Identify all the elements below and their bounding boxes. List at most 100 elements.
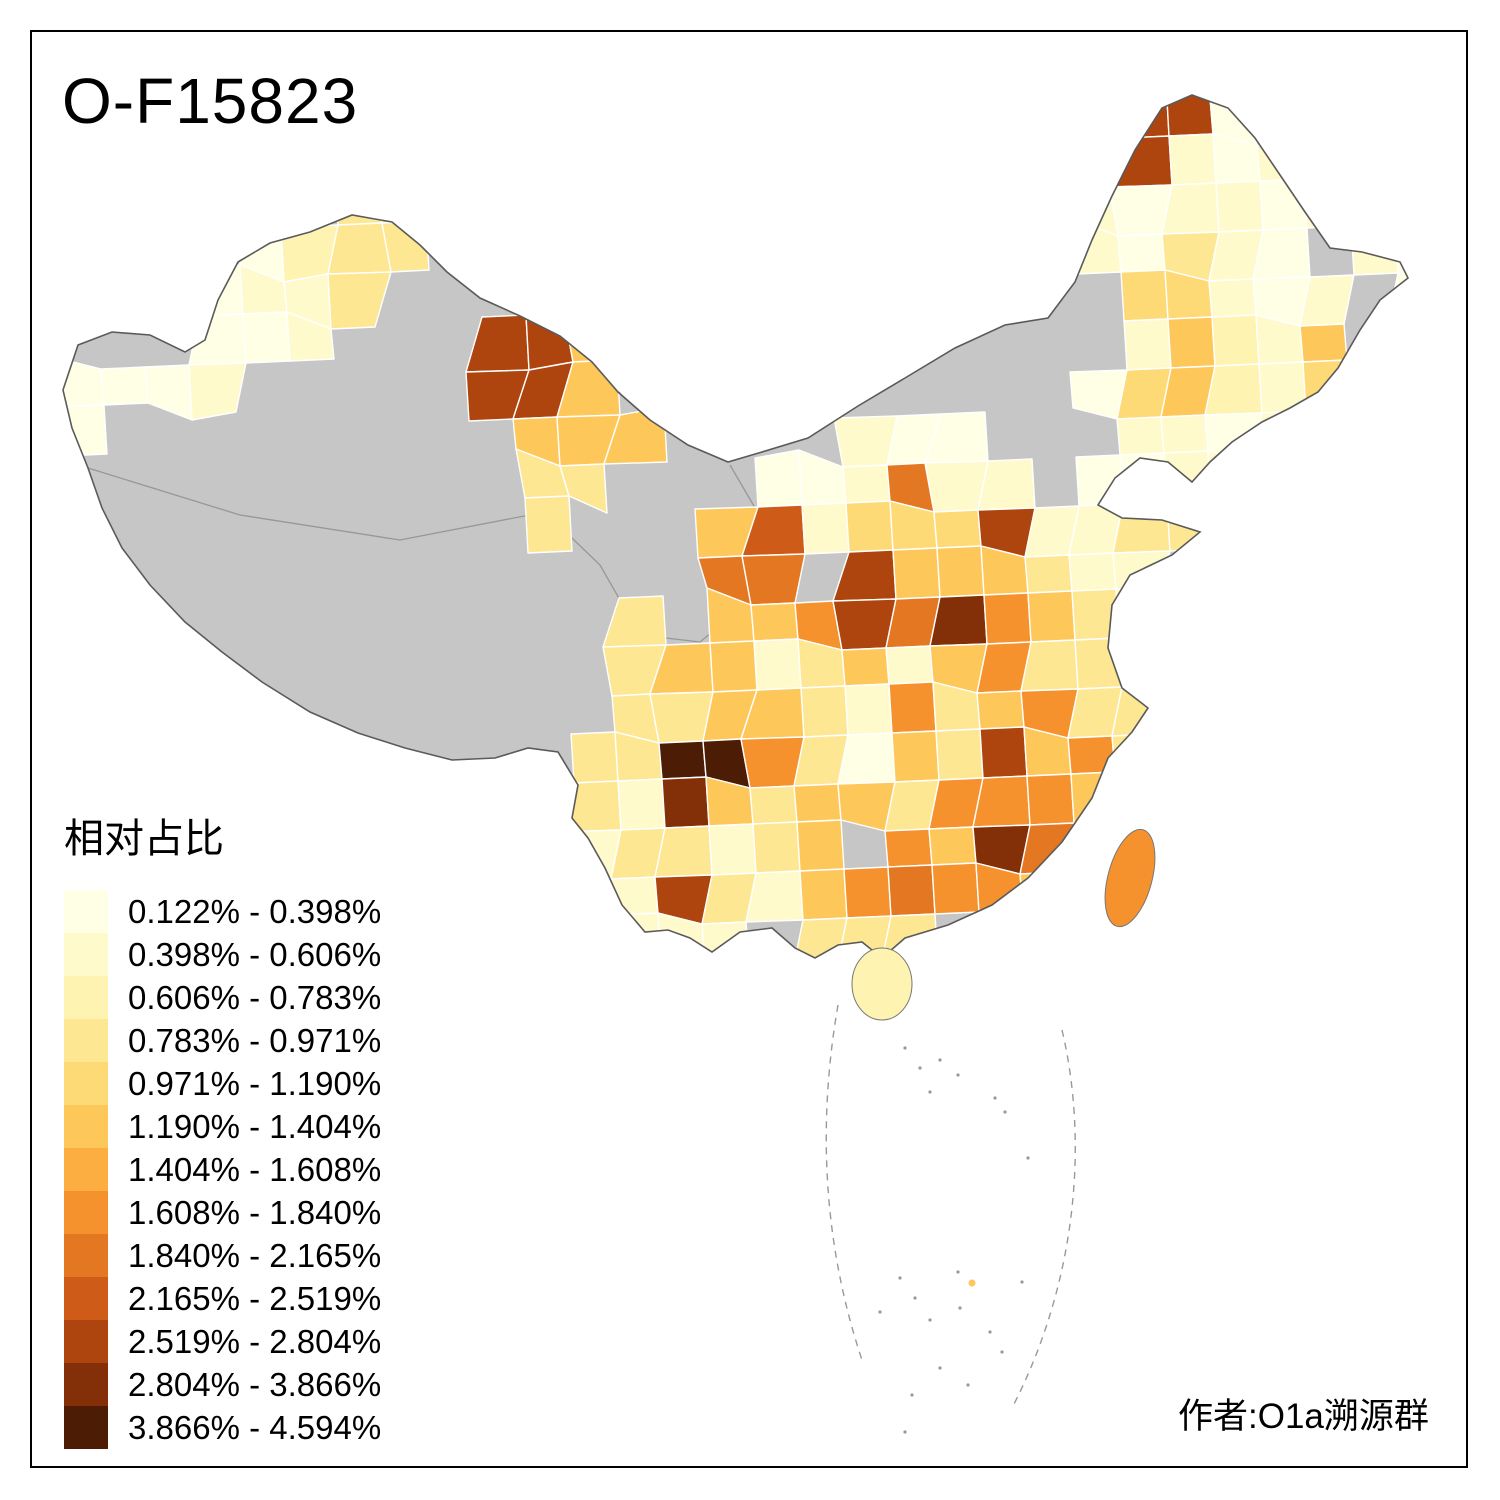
legend-swatch xyxy=(64,1105,108,1148)
prefecture-cell xyxy=(378,173,427,224)
prefecture-cell xyxy=(799,868,848,921)
prefecture-cell xyxy=(800,685,849,738)
prefecture-cell xyxy=(935,728,984,781)
prefecture-cell xyxy=(843,866,892,919)
prefecture-cell xyxy=(796,819,845,872)
prefecture-cell xyxy=(1258,361,1307,414)
prefecture-cell xyxy=(753,638,802,691)
prefecture-cell xyxy=(1115,588,1164,639)
prefecture-cell xyxy=(1068,552,1117,592)
legend-swatch xyxy=(64,1406,108,1449)
legend-label: 1.404% - 1.608% xyxy=(128,1150,382,1188)
colored-islet xyxy=(968,1279,976,1287)
legend-row: 1.840% - 2.165% xyxy=(64,1234,381,1277)
legend-label: 2.165% - 2.519% xyxy=(128,1279,382,1317)
legend-swatch xyxy=(64,1320,108,1363)
prefecture-cell xyxy=(654,825,713,878)
prefecture-cell xyxy=(334,173,383,226)
prefecture-cell xyxy=(559,463,608,514)
prefecture-cell xyxy=(1166,499,1215,552)
prefecture-cell xyxy=(617,778,666,831)
prefecture-cell xyxy=(1347,176,1396,227)
prefecture-cell xyxy=(1302,359,1351,412)
attribution: 作者:O1a溯源群 xyxy=(1178,1397,1429,1436)
legend-row: 0.783% - 0.971% xyxy=(64,1019,381,1062)
prefecture-cell xyxy=(286,311,335,362)
prefecture-cell xyxy=(1019,871,1068,928)
nine-dash-line xyxy=(825,1004,1076,1409)
legend-label: 3.866% - 4.594% xyxy=(128,1408,382,1446)
prefecture-cell xyxy=(658,740,707,780)
legend-row: 0.606% - 0.783% xyxy=(64,976,381,1019)
prefecture-cell xyxy=(841,647,890,687)
prefecture-cell xyxy=(976,690,1025,730)
prefecture-cell xyxy=(1161,182,1220,235)
prefecture-cell xyxy=(1020,639,1079,692)
prefecture-cell xyxy=(242,311,291,364)
prefecture-cell xyxy=(1160,414,1209,454)
page-title: O-F15823 xyxy=(62,65,359,137)
prefecture-cell xyxy=(1215,180,1264,233)
prefecture-cell xyxy=(1168,133,1217,186)
prefecture-cell xyxy=(842,464,891,504)
prefecture-cell xyxy=(188,362,247,421)
prefecture-cell xyxy=(708,823,757,876)
prefecture-cell xyxy=(801,502,850,555)
prefecture-cell xyxy=(888,681,937,734)
prefecture-cell xyxy=(837,732,896,785)
legend-swatch xyxy=(64,890,108,933)
prefecture-cell xyxy=(1075,454,1124,507)
prefecture-cell xyxy=(933,509,982,549)
prefecture-cell xyxy=(936,545,985,598)
prefecture-cell xyxy=(1027,590,1076,643)
legend-row: 0.398% - 0.606% xyxy=(64,933,381,976)
legend-row: 0.971% - 1.190% xyxy=(64,1062,381,1105)
legend-label: 1.840% - 2.165% xyxy=(128,1236,382,1274)
prefecture-cell xyxy=(613,912,662,958)
legend-row: 0.122% - 0.398% xyxy=(64,890,381,933)
prefecture-cell xyxy=(1108,135,1173,188)
prefecture-cell xyxy=(979,726,1028,779)
prefecture-cell xyxy=(1299,323,1348,363)
prefecture-cell xyxy=(884,828,933,868)
prefecture-cell xyxy=(754,449,803,508)
legend-swatch xyxy=(64,1062,108,1105)
legend-label: 1.190% - 1.404% xyxy=(128,1107,382,1145)
legend-label: 0.398% - 0.606% xyxy=(128,935,382,973)
prefecture-cell xyxy=(1067,735,1116,775)
prefecture-cell xyxy=(845,500,894,553)
prefecture-cell xyxy=(100,366,149,406)
legend-row: 1.190% - 1.404% xyxy=(64,1105,381,1148)
legend-label: 0.971% - 1.190% xyxy=(128,1064,382,1102)
prefecture-cell xyxy=(1064,137,1126,190)
prefecture-cell xyxy=(749,785,798,825)
prefecture-cell xyxy=(1208,278,1257,318)
prefecture-cell xyxy=(931,862,980,915)
prefecture-cell xyxy=(1111,733,1160,790)
prefecture-cell xyxy=(1165,95,1214,137)
prefecture-cell xyxy=(745,870,804,923)
prefecture-cell xyxy=(844,683,893,736)
prefecture-cell xyxy=(1387,270,1408,323)
prefecture-cell xyxy=(885,645,934,685)
south-china-sea-islands xyxy=(878,1046,1030,1434)
china-outline xyxy=(62,94,1410,960)
prefecture-cell xyxy=(752,821,801,874)
prefecture-cell xyxy=(524,495,573,554)
legend-swatch xyxy=(64,1019,108,1062)
prefecture-cell xyxy=(1118,635,1167,688)
legend-swatch xyxy=(64,1234,108,1277)
legend-label: 2.804% - 3.866% xyxy=(128,1365,382,1403)
legend-label: 0.606% - 0.783% xyxy=(128,978,382,1016)
prefecture-cell xyxy=(327,271,392,330)
prefecture-cell xyxy=(709,640,758,693)
prefecture-cell xyxy=(741,553,806,606)
prefecture-cell xyxy=(1070,771,1119,824)
prefecture-cell xyxy=(563,310,618,363)
prefecture-cell xyxy=(1163,450,1212,503)
legend-label: 2.519% - 2.804% xyxy=(128,1322,382,1360)
prefecture-cell xyxy=(972,775,1031,828)
taiwan-island xyxy=(1104,828,1156,928)
prefecture-cell xyxy=(1026,773,1075,826)
